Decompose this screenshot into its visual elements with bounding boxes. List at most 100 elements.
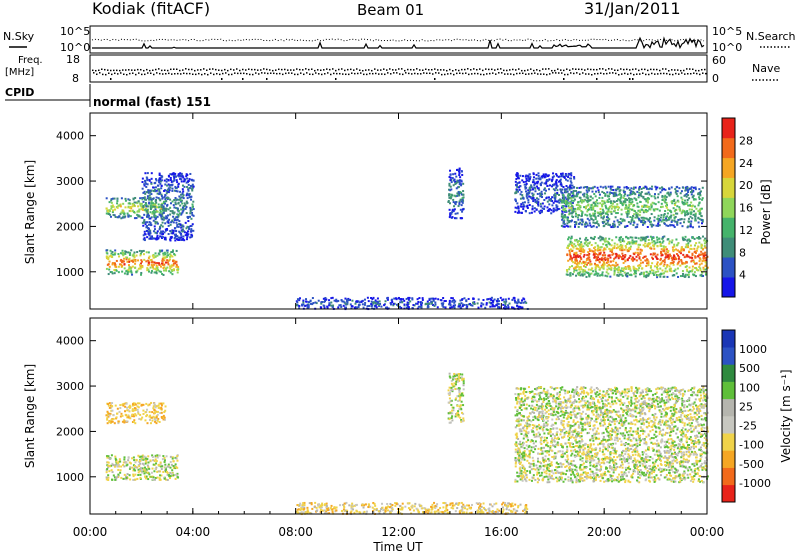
freq-point <box>551 70 553 72</box>
power-cell <box>677 190 679 192</box>
power-cell <box>456 192 458 194</box>
nave-point <box>351 72 353 74</box>
power-cell <box>680 192 682 194</box>
power-cell <box>147 189 149 191</box>
power-cell <box>590 273 592 275</box>
power-cell <box>605 238 607 240</box>
velocity-cell <box>116 416 118 418</box>
power-cell <box>612 225 614 227</box>
power-cell <box>592 219 594 221</box>
power-cell <box>516 188 518 190</box>
power-cell <box>610 211 612 213</box>
velocity-cell <box>113 474 115 476</box>
power-cell <box>180 236 182 238</box>
power-cell <box>511 306 513 308</box>
power-cell <box>150 267 152 269</box>
power-cell <box>647 199 649 201</box>
power-cell <box>614 225 616 227</box>
nave-point <box>432 73 434 75</box>
power-cell <box>649 271 651 273</box>
power-cell <box>155 202 157 204</box>
power-cell <box>449 174 451 176</box>
power-cell <box>364 299 366 301</box>
freq-point <box>167 70 169 72</box>
power-cell <box>694 220 696 222</box>
freq-point <box>566 68 568 70</box>
power-cell <box>666 264 668 266</box>
power-cell <box>688 251 690 253</box>
power-cell <box>526 205 528 207</box>
power-cell <box>659 210 661 212</box>
freq-point <box>407 69 409 71</box>
power-cell <box>667 212 669 214</box>
power-cell <box>681 218 683 220</box>
nave-point <box>633 74 635 76</box>
velocity-cell <box>126 464 128 466</box>
power-cell <box>702 187 704 189</box>
nave-point <box>369 73 371 75</box>
power-cell <box>682 275 684 277</box>
power-cell <box>661 186 663 188</box>
power-cell <box>620 244 622 246</box>
power-cell <box>403 304 405 306</box>
power-cell <box>536 200 538 202</box>
velocity-cell <box>106 471 108 473</box>
power-cell <box>116 200 118 202</box>
power-cell <box>649 242 651 244</box>
nave-point <box>111 74 113 76</box>
power-cell <box>677 255 679 257</box>
power-cell <box>665 205 667 207</box>
power-cell <box>632 239 634 241</box>
velocity-cell <box>112 471 114 473</box>
power-cell <box>461 298 463 300</box>
velocity-cell <box>111 469 113 471</box>
power-cell <box>667 254 669 256</box>
power-cell <box>618 221 620 223</box>
velocity-cell <box>116 476 118 478</box>
velocity-cell <box>151 420 153 422</box>
power-cell <box>651 213 653 215</box>
power-cell <box>190 218 192 220</box>
power-cell <box>162 252 164 254</box>
power-cell <box>671 221 673 223</box>
power-cell <box>166 259 168 261</box>
power-cell <box>538 175 540 177</box>
nave-point <box>420 73 422 75</box>
power-cell <box>437 298 439 300</box>
power-cell <box>121 212 123 214</box>
power-cell <box>167 252 169 254</box>
power-cell <box>622 219 624 221</box>
power-cell <box>132 210 134 212</box>
power-cell <box>690 202 692 204</box>
power-cell <box>617 206 619 208</box>
power-cell <box>695 187 697 189</box>
power-cell <box>114 262 116 264</box>
power-cell <box>660 206 662 208</box>
velocity-cell <box>134 413 136 415</box>
power-cell <box>657 270 659 272</box>
power-cell <box>665 246 667 248</box>
nave-point <box>492 72 494 74</box>
power-cell <box>625 274 627 276</box>
power-cell <box>588 187 590 189</box>
power-cell <box>573 178 575 180</box>
power-cell <box>146 211 148 213</box>
colorbar-swatch <box>722 178 735 198</box>
power-cell <box>647 226 649 228</box>
power-cell <box>182 207 184 209</box>
power-cell <box>192 223 194 225</box>
power-cell <box>621 249 623 251</box>
power-cell <box>164 238 166 240</box>
freq-point <box>110 70 112 72</box>
power-cell <box>153 190 155 192</box>
power-cell <box>592 270 594 272</box>
power-cell <box>534 207 536 209</box>
power-cell <box>577 207 579 209</box>
power-cell <box>611 208 613 210</box>
power-cell <box>122 250 124 252</box>
power-cell <box>113 269 115 271</box>
power-cell <box>702 258 704 260</box>
power-cell <box>624 260 626 262</box>
nave-point <box>174 73 176 75</box>
velocity-cell <box>449 387 451 389</box>
